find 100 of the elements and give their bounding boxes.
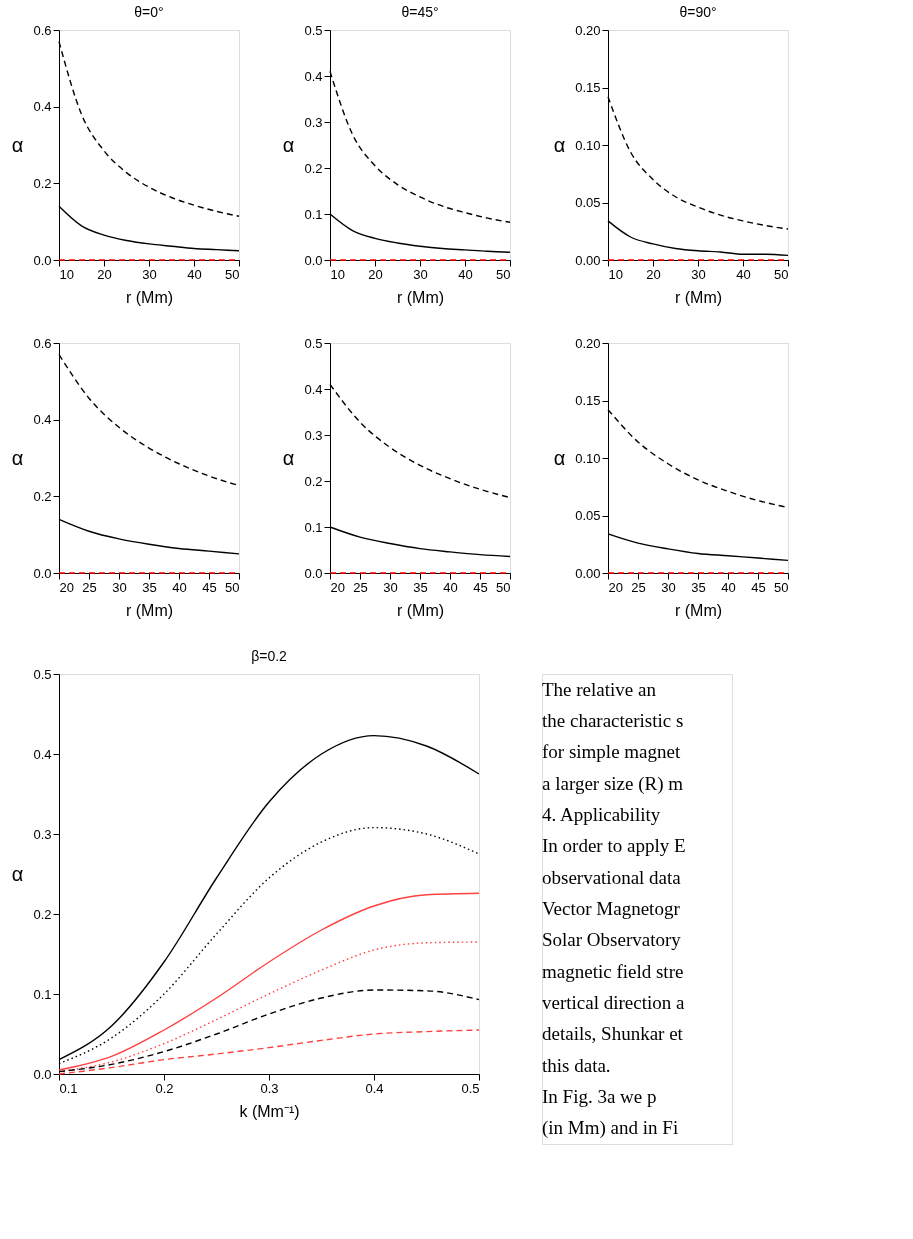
x-axis-title: r (Mm) — [125, 288, 174, 306]
text: Vector Magnetogr — [542, 898, 681, 919]
x-tick-label: 25 — [631, 579, 646, 595]
x-tick-label: 30 — [691, 266, 706, 282]
x-tick-label: 35 — [691, 579, 706, 595]
x-tick-label: 10 — [330, 266, 345, 282]
y-tick-label: 0.6 — [33, 22, 52, 38]
x-tick-label: 20 — [368, 266, 383, 282]
x-axis-title: r (Mm) — [125, 601, 174, 619]
y-tick-label: 0.1 — [304, 206, 323, 222]
y-axis-title: α — [553, 446, 566, 469]
y-tick-label: 0.05 — [575, 195, 601, 210]
x-tick-label: 0.1 — [59, 1080, 78, 1096]
x-tick-label: 45 — [473, 579, 488, 595]
x-tick-label: 40 — [172, 579, 187, 595]
x-tick-label: 30 — [383, 579, 398, 595]
x-axis-title: r (Mm) — [674, 288, 723, 306]
x-tick-label: 40 — [458, 266, 473, 282]
text: (in Mm) and in Fi — [542, 1117, 679, 1140]
y-tick-label: 0.6 — [33, 335, 52, 351]
y-tick-label: 0.5 — [304, 335, 323, 351]
x-tick-label: 30 — [661, 579, 676, 595]
x-tick-label: 30 — [142, 266, 157, 282]
x-tick-label: 20 — [608, 579, 623, 595]
y-tick-label: 0.20 — [575, 335, 601, 351]
y-tick-label: 0.10 — [575, 137, 601, 153]
x-tick-label: 50 — [225, 266, 240, 282]
x-axis-title: k (Mm⁻¹) — [239, 1102, 300, 1120]
text: this data. — [542, 1054, 611, 1076]
text: Solar Observatory — [542, 929, 682, 951]
y-tick-label: 0.3 — [33, 826, 52, 842]
x-axis-title: r (Mm) — [396, 288, 445, 306]
y-axis-title: α — [11, 862, 24, 885]
text: vertical direction a — [542, 992, 685, 1013]
y-tick-label: 0.4 — [304, 381, 323, 397]
y-tick-label: 0.4 — [33, 746, 52, 762]
x-tick-label: 30 — [413, 266, 428, 282]
x-tick-label: 50 — [496, 266, 511, 282]
y-tick-label: 0.00 — [575, 565, 601, 581]
x-tick-label: 20 — [59, 579, 74, 595]
y-axis-title: α — [11, 446, 24, 469]
chart-title: θ=90° — [679, 4, 717, 20]
x-axis-title: r (Mm) — [674, 601, 723, 619]
x-tick-label: 45 — [202, 579, 217, 595]
text: In Fig. 3a we p — [542, 1086, 657, 1107]
text: observational data — [542, 866, 682, 888]
y-tick-label: 0.4 — [304, 68, 323, 84]
y-tick-label: 0.0 — [33, 565, 52, 581]
chart-title: β=0.2 — [251, 648, 288, 664]
y-tick-label: 0.2 — [304, 160, 323, 176]
y-tick-label: 0.4 — [33, 412, 52, 428]
text: the characteristic s — [542, 710, 684, 731]
x-axis-title: r (Mm) — [396, 601, 445, 619]
y-tick-label: 0.2 — [33, 175, 52, 191]
y-tick-label: 0.15 — [575, 80, 601, 95]
x-tick-label: 35 — [142, 579, 157, 595]
x-tick-label: 0.5 — [461, 1080, 480, 1096]
y-tick-label: 0.1 — [304, 519, 323, 535]
x-tick-label: 40 — [187, 266, 202, 282]
x-tick-label: 25 — [82, 579, 97, 595]
x-tick-label: 40 — [736, 266, 751, 282]
x-tick-label: 45 — [751, 579, 766, 595]
text: a larger size (R) m — [542, 772, 684, 795]
x-tick-label: 0.2 — [155, 1080, 174, 1096]
x-tick-label: 25 — [353, 579, 368, 595]
y-axis-title: α — [282, 446, 295, 469]
x-tick-label: 10 — [608, 266, 623, 282]
x-tick-label: 50 — [225, 579, 240, 595]
y-tick-label: 0.10 — [575, 450, 601, 466]
x-tick-label: 40 — [443, 579, 458, 595]
y-tick-label: 0.2 — [304, 473, 323, 489]
x-tick-label: 20 — [646, 266, 661, 282]
x-tick-label: 50 — [774, 579, 789, 595]
x-tick-label: 50 — [496, 579, 511, 595]
chart-title: θ=45° — [401, 4, 439, 20]
text: for simple magnet — [542, 741, 681, 763]
x-tick-label: 20 — [330, 579, 345, 595]
y-tick-label: 0.3 — [304, 427, 323, 443]
x-tick-label: 30 — [112, 579, 127, 595]
text: 4. Applicability — [542, 804, 661, 825]
x-tick-label: 20 — [97, 266, 112, 282]
x-tick-label: 35 — [413, 579, 428, 595]
y-tick-label: 0.3 — [304, 114, 323, 130]
y-tick-label: 0.0 — [304, 565, 323, 581]
x-tick-label: 50 — [774, 266, 789, 282]
y-tick-label: 0.00 — [575, 252, 601, 268]
y-tick-label: 0.0 — [33, 1066, 52, 1082]
chart-title: θ=0° — [134, 4, 164, 20]
y-tick-label: 0.05 — [575, 508, 601, 523]
x-tick-label: 0.3 — [260, 1080, 279, 1096]
y-tick-label: 0.2 — [33, 906, 52, 922]
y-tick-label: 0.4 — [33, 99, 52, 115]
y-tick-label: 0.0 — [33, 252, 52, 268]
text: The relative an — [542, 678, 657, 700]
y-axis-title: α — [11, 133, 24, 156]
y-tick-label: 0.0 — [304, 252, 323, 268]
x-tick-label: 0.4 — [365, 1080, 384, 1096]
x-tick-label: 40 — [721, 579, 736, 595]
y-tick-label: 0.1 — [33, 986, 52, 1002]
text: In order to apply E — [542, 835, 686, 857]
